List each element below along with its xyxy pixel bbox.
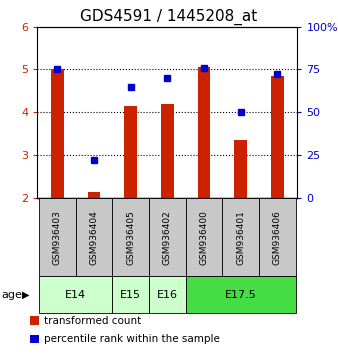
Text: percentile rank within the sample: percentile rank within the sample bbox=[44, 334, 220, 344]
Bar bbox=[88, 192, 100, 198]
Text: GSM936404: GSM936404 bbox=[90, 210, 98, 264]
Bar bbox=[39, 276, 112, 313]
Text: E16: E16 bbox=[157, 290, 178, 300]
Text: E17.5: E17.5 bbox=[225, 290, 257, 300]
Bar bbox=[51, 69, 64, 198]
Bar bbox=[76, 198, 112, 276]
Bar bbox=[259, 198, 296, 276]
Text: transformed count: transformed count bbox=[44, 316, 141, 326]
Text: GSM936403: GSM936403 bbox=[53, 210, 62, 265]
Bar bbox=[197, 67, 210, 198]
Text: GSM936402: GSM936402 bbox=[163, 210, 172, 264]
Text: age: age bbox=[2, 290, 23, 300]
Bar bbox=[234, 140, 247, 198]
Text: ▶: ▶ bbox=[22, 290, 29, 300]
Bar bbox=[112, 198, 149, 276]
Bar bbox=[161, 104, 174, 198]
Bar bbox=[222, 198, 259, 276]
Bar bbox=[271, 76, 284, 198]
Bar bbox=[149, 276, 186, 313]
Bar bbox=[186, 198, 222, 276]
Text: E14: E14 bbox=[65, 290, 86, 300]
Text: GSM936405: GSM936405 bbox=[126, 210, 135, 265]
Bar bbox=[112, 276, 149, 313]
Text: GDS4591 / 1445208_at: GDS4591 / 1445208_at bbox=[80, 9, 258, 25]
Text: GSM936406: GSM936406 bbox=[273, 210, 282, 265]
Bar bbox=[124, 106, 137, 198]
Text: GSM936401: GSM936401 bbox=[236, 210, 245, 265]
Text: E15: E15 bbox=[120, 290, 141, 300]
Bar bbox=[149, 198, 186, 276]
Bar bbox=[186, 276, 296, 313]
Text: GSM936400: GSM936400 bbox=[199, 210, 209, 265]
Bar bbox=[39, 198, 76, 276]
